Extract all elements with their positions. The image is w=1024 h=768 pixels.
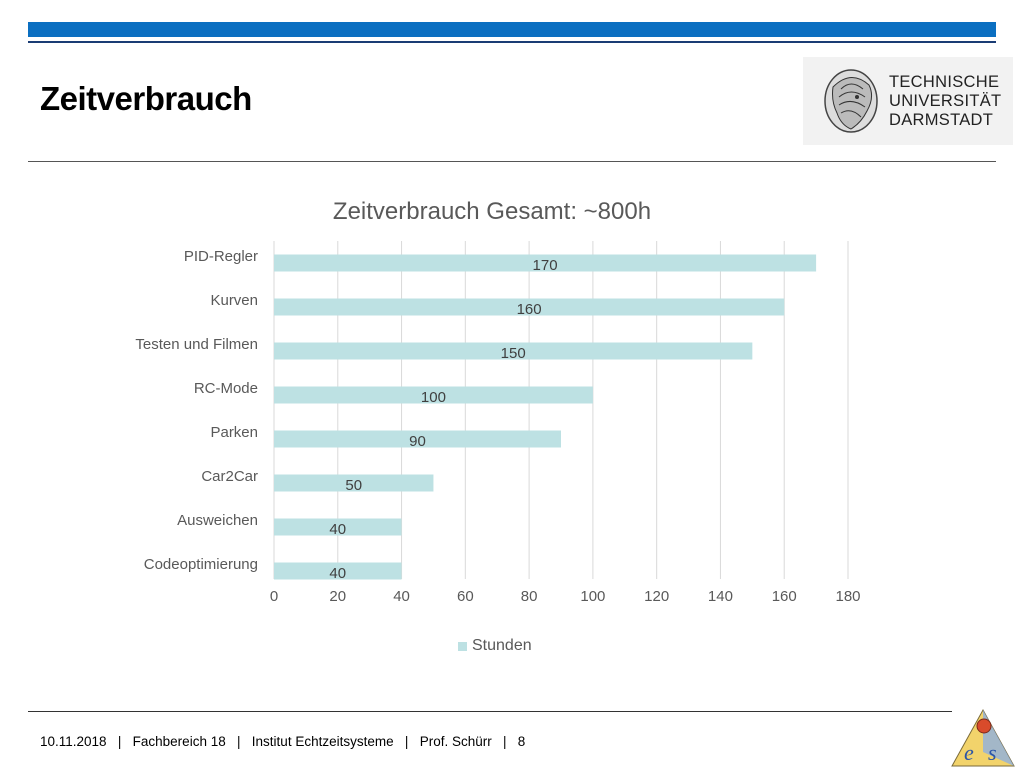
data-label: 50 xyxy=(345,477,362,494)
es-institute-logo-icon: e s xyxy=(951,708,1015,767)
title-divider xyxy=(28,161,996,162)
x-tick-label: 80 xyxy=(521,588,538,605)
bar xyxy=(274,562,402,580)
footer-author: Prof. Schürr xyxy=(419,734,492,749)
header-accent-bar xyxy=(28,22,996,37)
footer-institute: Institut Echtzeitsysteme xyxy=(251,734,394,749)
logo-line-2: UNIVERSITÄT xyxy=(889,92,1002,110)
footer-department: Fachbereich 18 xyxy=(132,734,226,749)
category-label: Codeoptimierung xyxy=(144,556,258,573)
bar-chart: Zeitverbrauch Gesamt: ~800h 0 20 40 60 80 100… xyxy=(0,180,1024,680)
x-tick-label: 160 xyxy=(772,588,797,605)
athena-head-icon xyxy=(824,69,878,133)
bar xyxy=(274,298,785,316)
data-label: 170 xyxy=(533,257,558,274)
footer-divider xyxy=(28,711,952,712)
x-tick-label: 0 xyxy=(270,588,278,605)
chart-plot: 0 20 40 60 80 100 120 140 160 180 PID-Regler 170 Kur… xyxy=(135,241,861,605)
footer-separator: | xyxy=(237,734,241,749)
logo-text: TECHNISCHE UNIVERSITÄT DARMSTADT xyxy=(889,73,1001,130)
category-label: Car2Car xyxy=(201,468,258,485)
svg-text:e: e xyxy=(964,740,974,765)
svg-text:s: s xyxy=(988,740,997,765)
category-label: Parken xyxy=(210,424,258,441)
footer-page-number: 8 xyxy=(517,734,526,749)
category-label: PID-Regler xyxy=(184,248,258,265)
bar xyxy=(274,430,561,448)
logo-line-1: TECHNISCHE xyxy=(889,73,1000,91)
chart-legend: Stunden xyxy=(458,637,532,655)
bar xyxy=(274,342,753,360)
data-label: 160 xyxy=(517,301,542,318)
header-divider xyxy=(28,41,996,43)
legend-swatch xyxy=(458,641,467,651)
data-label: 100 xyxy=(421,389,446,406)
bar xyxy=(274,518,402,536)
chart-title: Zeitverbrauch Gesamt: ~800h xyxy=(332,198,652,225)
footer-date: 10.11.2018 xyxy=(40,734,107,749)
footer-separator: | xyxy=(404,734,409,749)
legend-label: Stunden xyxy=(472,637,532,654)
category-label: Testen und Filmen xyxy=(135,336,258,353)
logo-line-3: DARMSTADT xyxy=(889,111,994,129)
data-label: 90 xyxy=(409,433,426,450)
slide-title: Zeitverbrauch xyxy=(40,80,252,117)
category-label: RC-Mode xyxy=(194,380,258,397)
data-label: 40 xyxy=(329,521,346,538)
footer-separator: | xyxy=(117,734,122,749)
x-tick-label: 120 xyxy=(644,588,669,605)
x-tick-label: 140 xyxy=(708,588,733,605)
x-tick-label: 180 xyxy=(835,588,860,605)
university-logo: TECHNISCHE UNIVERSITÄT DARMSTADT xyxy=(803,57,1013,145)
data-label: 40 xyxy=(329,565,346,582)
bar xyxy=(274,386,593,404)
category-label: Kurven xyxy=(210,292,258,309)
footer-separator: | xyxy=(503,734,507,749)
footer: 10.11.2018 | Fachbereich 18 | Institut E… xyxy=(40,734,525,749)
bar xyxy=(274,474,434,492)
x-tick-label: 60 xyxy=(457,588,474,605)
x-tick-label: 100 xyxy=(580,588,605,605)
x-tick-label: 40 xyxy=(393,588,410,605)
data-label: 150 xyxy=(501,345,526,362)
bar xyxy=(274,254,817,272)
category-label: Ausweichen xyxy=(177,512,258,529)
x-tick-label: 20 xyxy=(329,588,346,605)
